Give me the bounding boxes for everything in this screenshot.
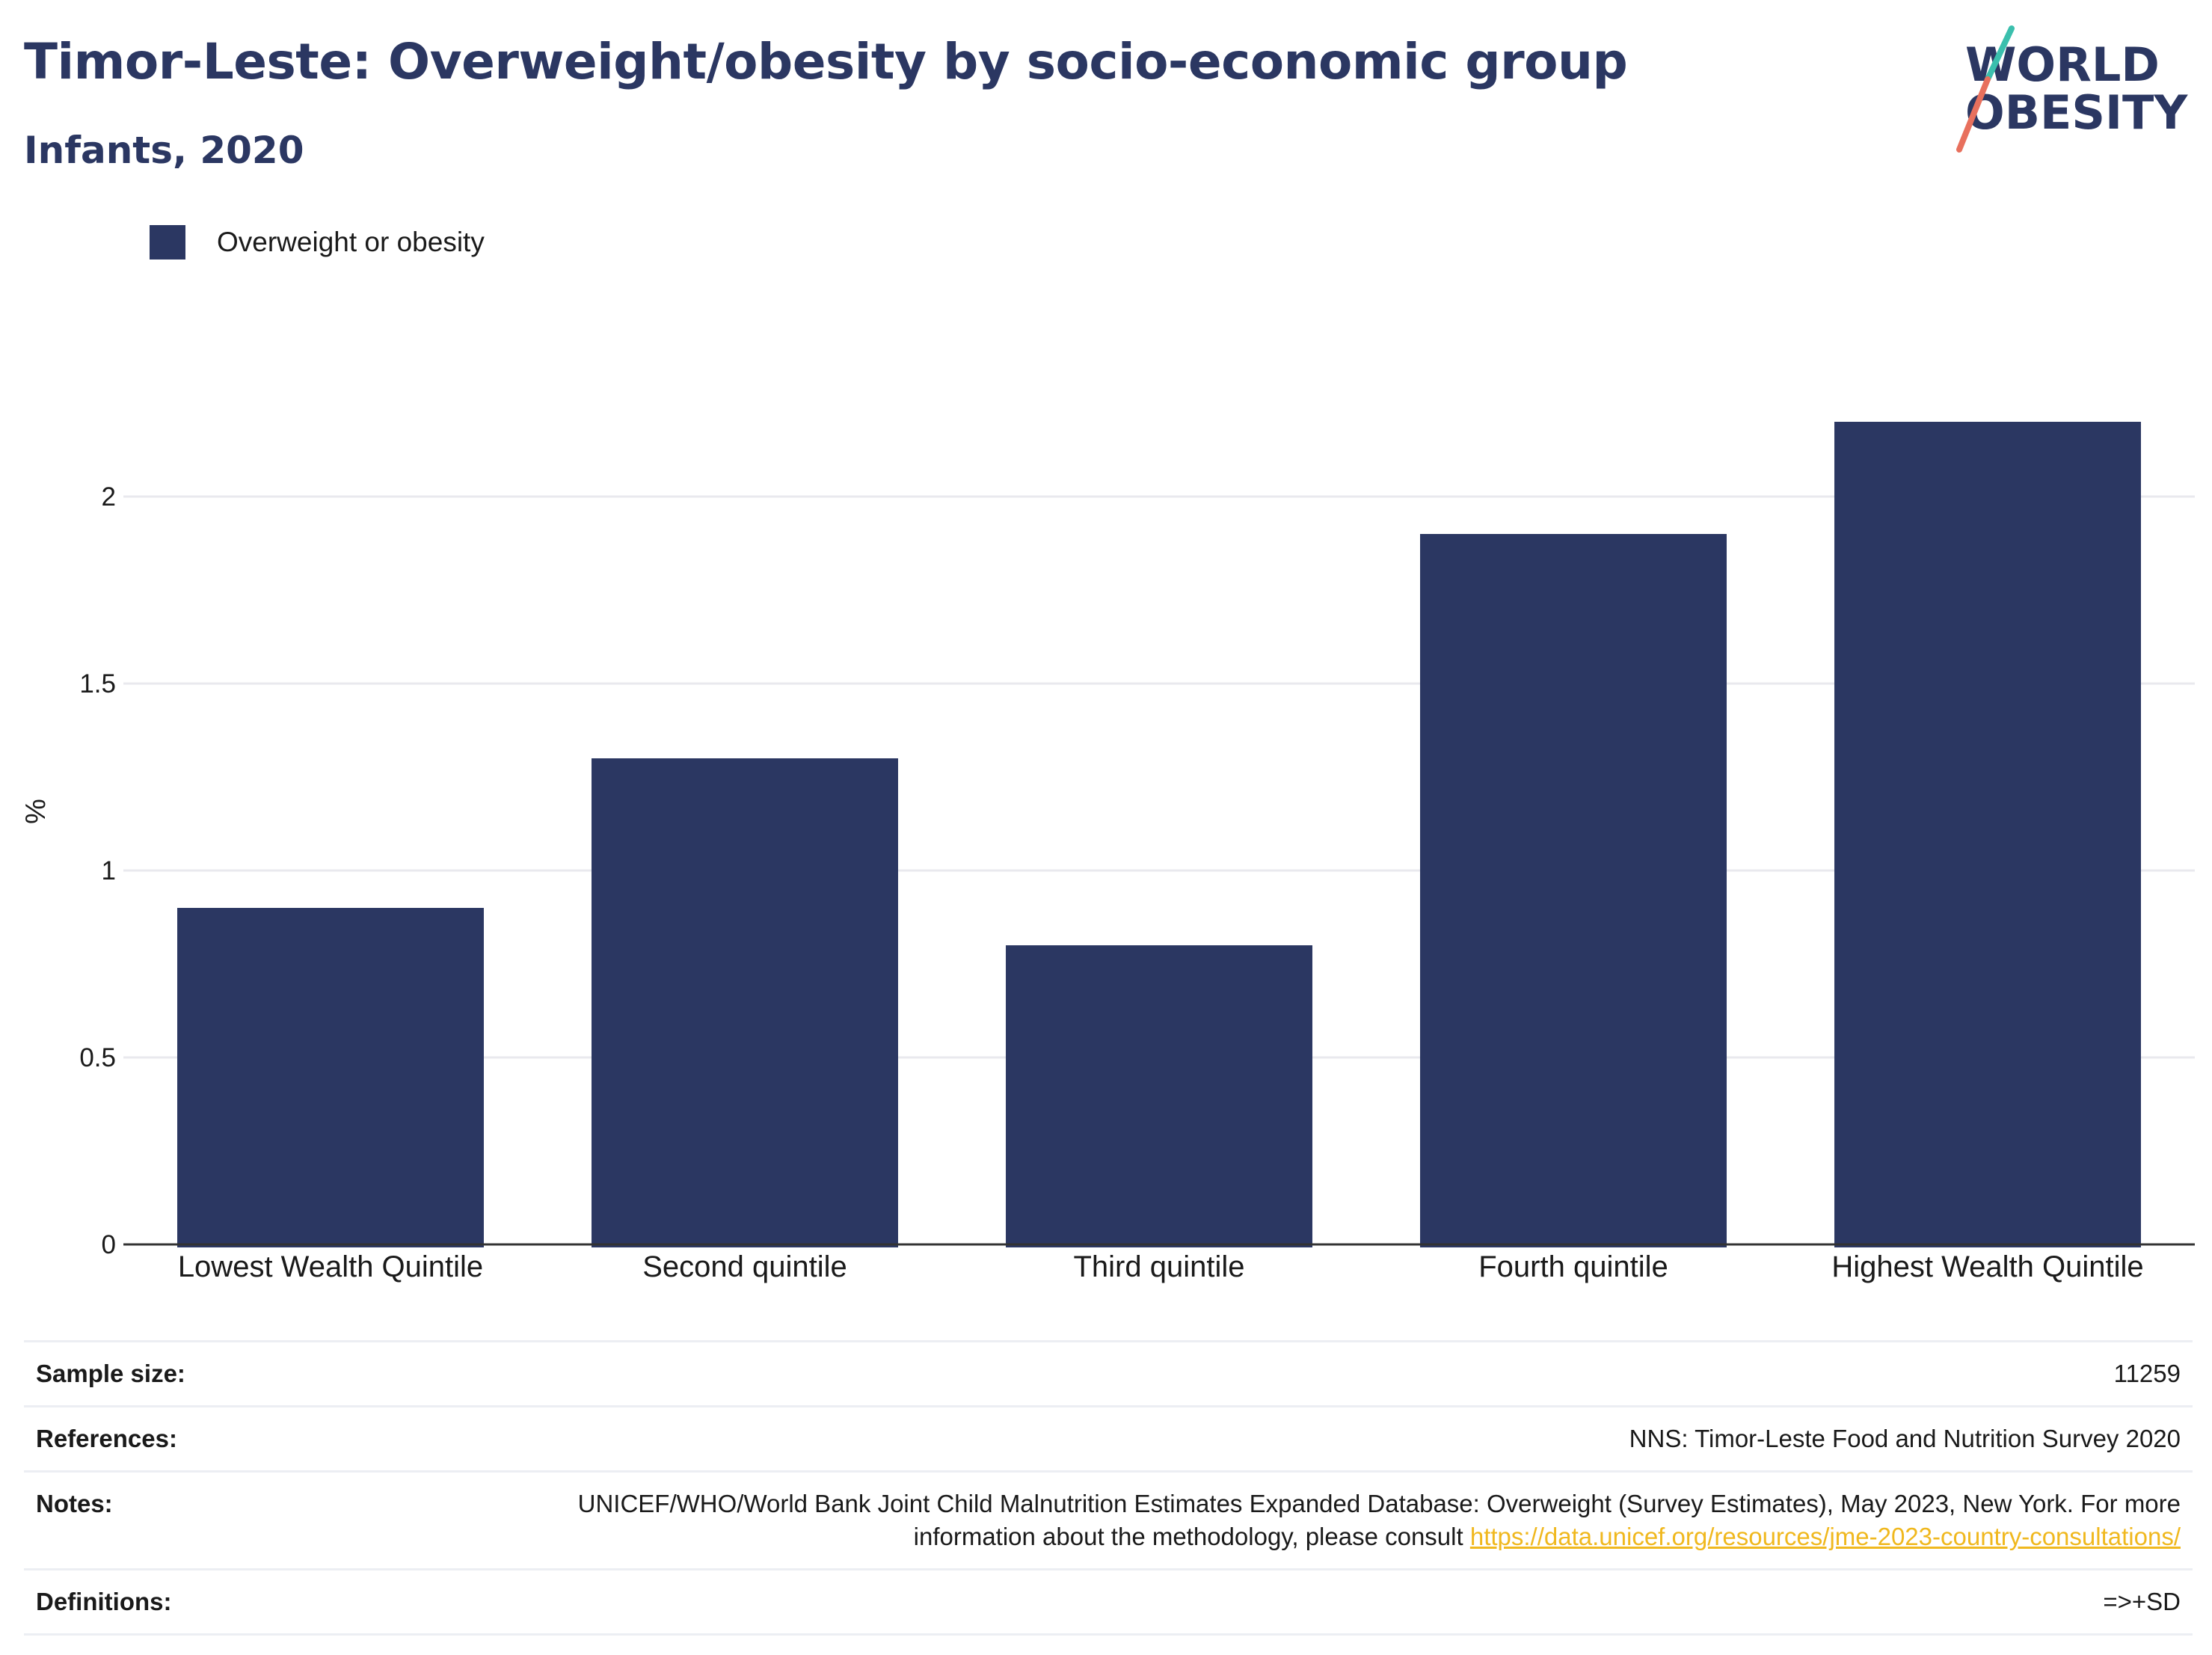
legend-label: Overweight or obesity — [217, 227, 485, 257]
definitions-value: =>+SD — [2103, 1588, 2181, 1615]
x-axis-labels: Lowest Wealth Quintile Second quintile Thi… — [178, 1250, 2144, 1283]
y-tick-label: 1.5 — [79, 669, 116, 698]
notes-row: Notes: UNICEF/WHO/World Bank Joint Child… — [24, 1470, 2193, 1568]
notes-methodology-link[interactable]: https://data.unicef.org/resources/jme-20… — [1469, 1523, 2181, 1550]
y-axis-label: % — [20, 799, 52, 824]
references-value: NNS: Timor-Leste Food and Nutrition Surv… — [1629, 1425, 2181, 1452]
y-tick-label: 0 — [102, 1230, 116, 1259]
bar — [1420, 534, 1727, 1247]
notes-value: UNICEF/WHO/World Bank Joint Child Malnut… — [461, 1487, 2181, 1553]
y-tick-label: 2 — [102, 482, 116, 512]
bar — [592, 758, 898, 1247]
x-tick-label: Third quintile — [1073, 1250, 1244, 1283]
bar — [1006, 945, 1312, 1247]
bars — [177, 422, 2141, 1247]
info-table: Sample size: 11259 References: NNS: Timo… — [24, 1340, 2193, 1636]
references-label: References: — [36, 1425, 177, 1452]
x-tick-label: Second quintile — [642, 1250, 847, 1283]
notes-text: UNICEF/WHO/World Bank Joint Child Malnut… — [577, 1490, 2181, 1550]
chart-subtitle: Infants, 2020 — [24, 129, 304, 172]
definitions-row: Definitions: =>+SD — [24, 1568, 2193, 1636]
x-tick-label: Highest Wealth Quintile — [1831, 1250, 2143, 1283]
bar-chart: 0 0.5 1 1.5 2 Lowest Wealth Quintile Second q… — [20, 422, 2195, 1283]
x-tick-label: Fourth quintile — [1478, 1250, 1668, 1283]
sample-size-value: 11259 — [2113, 1360, 2181, 1387]
legend-swatch — [150, 225, 185, 260]
logo-text-line2: OBESITY — [1965, 85, 2188, 140]
notes-label: Notes: — [36, 1490, 113, 1517]
definitions-label: Definitions: — [36, 1588, 172, 1615]
logo-slash-icon — [1956, 25, 2015, 153]
bar — [1834, 422, 2141, 1247]
references-row: References: NNS: Timor-Leste Food and Nu… — [24, 1405, 2193, 1470]
sample-size-label: Sample size: — [36, 1360, 185, 1387]
world-obesity-logo: WORLD OBESITY — [1944, 21, 2199, 163]
chart-legend: Overweight or obesity — [150, 224, 485, 260]
x-tick-label: Lowest Wealth Quintile — [178, 1250, 483, 1283]
y-tick-label: 1 — [102, 856, 116, 885]
sample-size-row: Sample size: 11259 — [24, 1340, 2193, 1405]
y-tick-label: 0.5 — [79, 1043, 116, 1072]
bar — [177, 908, 484, 1247]
y-axis-ticks: 0 0.5 1 1.5 2 — [79, 482, 116, 1259]
chart-title: Timor-Leste: Overweight/obesity by socio… — [24, 33, 1628, 90]
